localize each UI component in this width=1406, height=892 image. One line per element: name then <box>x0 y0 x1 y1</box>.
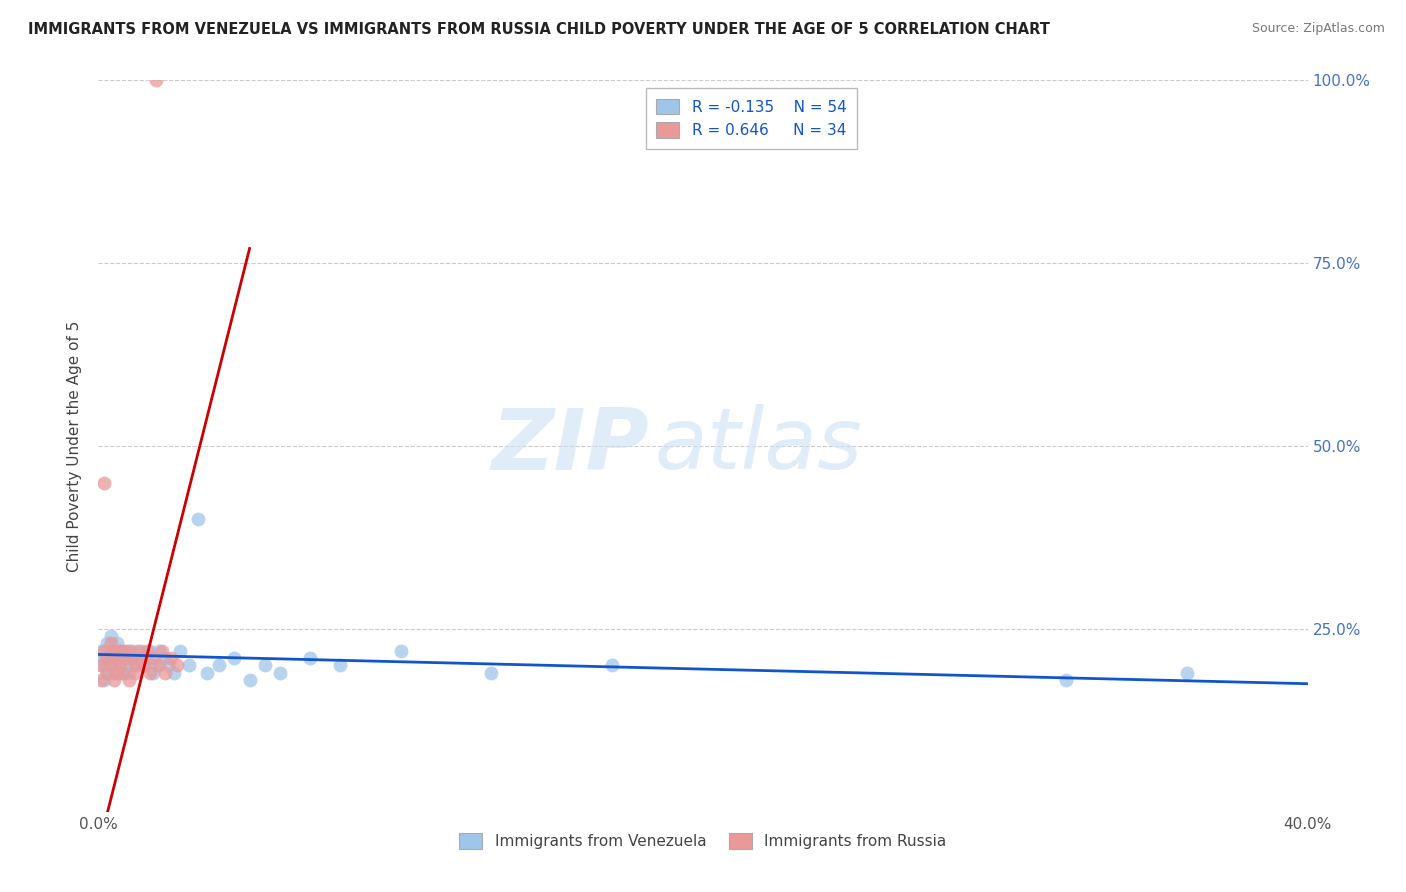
Text: atlas: atlas <box>655 404 863 488</box>
Point <box>124 658 146 673</box>
Point <box>105 665 128 680</box>
Point <box>127 651 149 665</box>
Point <box>142 651 165 665</box>
Point <box>111 665 134 680</box>
Point <box>103 651 125 665</box>
Point <box>96 665 118 680</box>
Point <box>481 665 503 680</box>
Point <box>148 644 170 658</box>
Point <box>100 636 122 650</box>
Point <box>103 673 125 687</box>
Point <box>90 644 112 658</box>
Text: Source: ZipAtlas.com: Source: ZipAtlas.com <box>1251 22 1385 36</box>
Point <box>121 651 143 665</box>
Point <box>114 658 136 673</box>
Point <box>118 651 141 665</box>
Point <box>118 665 141 680</box>
Legend: Immigrants from Venezuela, Immigrants from Russia: Immigrants from Venezuela, Immigrants fr… <box>453 827 953 855</box>
Point <box>105 658 128 673</box>
Point <box>602 658 624 673</box>
Point <box>118 644 141 658</box>
Point <box>139 644 162 658</box>
Point <box>100 651 122 665</box>
Point <box>108 658 131 673</box>
Point <box>96 665 118 680</box>
Point <box>96 644 118 658</box>
Point <box>90 658 112 673</box>
Point <box>163 665 186 680</box>
Point <box>169 644 191 658</box>
Point <box>111 665 134 680</box>
Point <box>156 658 179 673</box>
Point <box>1175 665 1198 680</box>
Point <box>105 651 128 665</box>
Point <box>96 658 118 673</box>
Point <box>145 73 167 87</box>
Point <box>114 651 136 665</box>
Point <box>153 665 176 680</box>
Point <box>208 658 231 673</box>
Point <box>187 512 209 526</box>
Point <box>269 665 291 680</box>
Point <box>129 651 152 665</box>
Point <box>148 658 170 673</box>
Point <box>135 644 157 658</box>
Point <box>93 673 115 687</box>
Point <box>108 644 131 658</box>
Point <box>121 644 143 658</box>
Point <box>105 636 128 650</box>
Text: IMMIGRANTS FROM VENEZUELA VS IMMIGRANTS FROM RUSSIA CHILD POVERTY UNDER THE AGE : IMMIGRANTS FROM VENEZUELA VS IMMIGRANTS … <box>28 22 1050 37</box>
Point <box>93 644 115 658</box>
Point <box>124 658 146 673</box>
Point <box>103 665 125 680</box>
Point <box>150 644 173 658</box>
Point <box>111 644 134 658</box>
Point <box>103 644 125 658</box>
Point <box>142 665 165 680</box>
Point <box>1054 673 1077 687</box>
Point <box>179 658 201 673</box>
Point <box>103 644 125 658</box>
Point <box>114 644 136 658</box>
Point <box>108 644 131 658</box>
Point <box>105 665 128 680</box>
Point <box>153 651 176 665</box>
Point <box>96 636 118 650</box>
Point <box>93 475 115 490</box>
Point <box>299 651 322 665</box>
Point <box>145 658 167 673</box>
Point <box>132 658 155 673</box>
Point <box>100 658 122 673</box>
Point <box>160 651 183 665</box>
Point <box>124 665 146 680</box>
Point <box>118 673 141 687</box>
Point <box>100 629 122 643</box>
Point <box>195 665 218 680</box>
Point <box>329 658 352 673</box>
Point <box>135 651 157 665</box>
Point <box>239 673 262 687</box>
Point <box>100 658 122 673</box>
Point <box>129 644 152 658</box>
Point <box>111 651 134 665</box>
Point <box>224 651 246 665</box>
Point <box>389 644 412 658</box>
Text: ZIP: ZIP <box>491 404 648 488</box>
Y-axis label: Child Poverty Under the Age of 5: Child Poverty Under the Age of 5 <box>67 320 83 572</box>
Point <box>132 658 155 673</box>
Point <box>90 658 112 673</box>
Point <box>139 665 162 680</box>
Point <box>96 651 118 665</box>
Point <box>93 651 115 665</box>
Point <box>108 658 131 673</box>
Point <box>166 658 188 673</box>
Point <box>90 673 112 687</box>
Point <box>127 644 149 658</box>
Point <box>253 658 276 673</box>
